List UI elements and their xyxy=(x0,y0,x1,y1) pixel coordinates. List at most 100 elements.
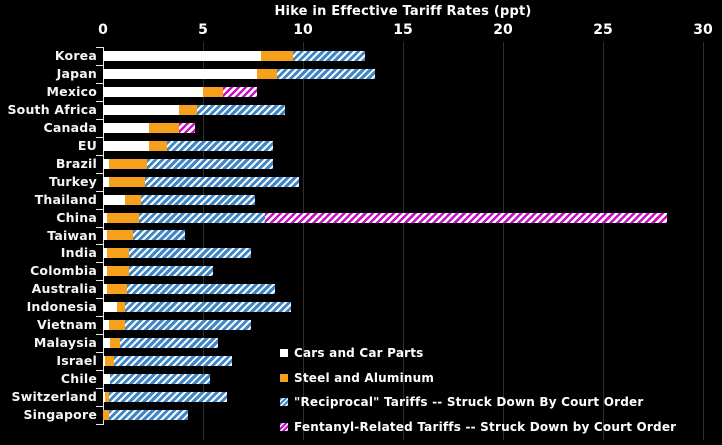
y-tick xyxy=(96,118,103,120)
bar-segment xyxy=(103,392,105,403)
bar-segment xyxy=(145,176,299,187)
legend-label: "Reciprocal" Tariffs -- Struck Down By C… xyxy=(294,395,644,409)
y-tick xyxy=(96,100,103,102)
bar-segment xyxy=(129,248,251,259)
bar-segment xyxy=(107,266,129,277)
x-tick-label: 30 xyxy=(693,22,713,38)
bar-segment xyxy=(125,194,141,205)
bar-segment xyxy=(103,338,110,349)
legend-marker-icon xyxy=(280,422,288,431)
bar-segment xyxy=(103,68,257,79)
y-tick xyxy=(96,298,103,300)
y-tick xyxy=(96,208,103,210)
bar-segment xyxy=(109,320,125,331)
bar-segment xyxy=(103,356,105,367)
bar-segment xyxy=(103,302,117,313)
bar-segment xyxy=(197,104,285,115)
legend-item: Fentanyl-Related Tariffs -- Struck Down … xyxy=(280,419,676,435)
category-label: Israel xyxy=(56,353,97,369)
legend-marker-icon xyxy=(280,349,288,357)
category-label: Mexico xyxy=(46,83,97,99)
legend-label: Fentanyl-Related Tariffs -- Struck Down … xyxy=(294,419,677,434)
legend-marker-icon xyxy=(280,398,288,406)
bar-segment xyxy=(105,392,109,403)
y-tick xyxy=(96,406,103,407)
category-label: Brazil xyxy=(55,155,97,171)
bar-segment xyxy=(107,248,129,259)
bar-segment xyxy=(103,86,203,97)
bar-segment xyxy=(103,409,109,420)
gridline xyxy=(203,42,204,440)
category-label: Singapore xyxy=(23,407,97,422)
y-tick xyxy=(96,172,103,174)
legend-item: Cars and Car Parts xyxy=(280,345,424,361)
category-label: India xyxy=(60,245,97,261)
bar-segment xyxy=(103,140,149,151)
bar-segment xyxy=(109,176,145,187)
gridline xyxy=(503,42,504,440)
y-tick xyxy=(96,64,103,66)
y-tick xyxy=(96,280,103,282)
gridline xyxy=(403,42,404,440)
x-tick-label: 25 xyxy=(593,22,613,38)
bar-segment xyxy=(133,230,185,241)
bar-segment xyxy=(109,158,147,169)
bar-segment xyxy=(103,212,107,223)
legend-item: "Reciprocal" Tariffs -- Struck Down By C… xyxy=(280,394,644,410)
y-tick xyxy=(96,226,103,228)
category-label: EU xyxy=(77,137,97,153)
legend-label: Cars and Car Parts xyxy=(294,346,424,360)
bar-segment xyxy=(107,284,127,295)
y-tick xyxy=(96,82,103,84)
bar-segment xyxy=(103,50,261,61)
y-tick xyxy=(96,47,103,48)
category-label: Taiwan xyxy=(47,227,97,243)
bar-segment xyxy=(103,248,107,259)
bar-segment xyxy=(179,104,197,115)
category-label: Korea xyxy=(54,48,97,63)
bar-segment xyxy=(117,302,125,313)
bar-segment xyxy=(109,409,188,420)
bar-segment xyxy=(149,122,179,133)
y-tick xyxy=(96,136,103,138)
x-tick-label: 5 xyxy=(198,22,208,38)
legend-marker-icon xyxy=(280,373,288,382)
y-tick xyxy=(96,190,103,192)
bar-segment xyxy=(257,68,277,79)
bar-segment xyxy=(103,320,109,331)
bar-segment xyxy=(203,86,223,97)
bar-segment xyxy=(139,212,265,223)
gridline xyxy=(703,42,704,440)
bar-segment xyxy=(125,320,251,331)
category-label: China xyxy=(56,209,97,225)
bar-segment xyxy=(141,194,255,205)
bar-segment xyxy=(103,176,109,187)
category-label: Malaysia xyxy=(33,335,97,351)
category-label: South Africa xyxy=(7,101,97,117)
bar-segment xyxy=(293,50,365,61)
category-label: Switzerland xyxy=(11,389,97,405)
bar-segment xyxy=(103,284,107,295)
bar-segment xyxy=(147,158,273,169)
category-label: Vietnam xyxy=(37,317,97,333)
bar-segment xyxy=(114,356,232,367)
y-tick xyxy=(96,334,103,336)
y-tick xyxy=(96,423,103,425)
bar-segment xyxy=(149,140,167,151)
bar-segment xyxy=(277,68,375,79)
bar-segment xyxy=(103,158,109,169)
x-tick-label: 20 xyxy=(493,22,513,38)
bar-segment xyxy=(103,122,149,133)
y-tick xyxy=(96,154,103,156)
x-tick-label: 0 xyxy=(98,22,108,38)
bar-segment xyxy=(103,374,110,385)
bar-segment xyxy=(103,104,179,115)
x-tick-label: 15 xyxy=(393,22,413,38)
x-tick-label: 10 xyxy=(293,22,313,38)
chart-title: Hike in Effective Tariff Rates (ppt) xyxy=(274,4,532,19)
category-label: Canada xyxy=(43,119,97,135)
bar-segment xyxy=(103,194,125,205)
gridline xyxy=(303,42,304,440)
bar-segment xyxy=(129,266,213,277)
